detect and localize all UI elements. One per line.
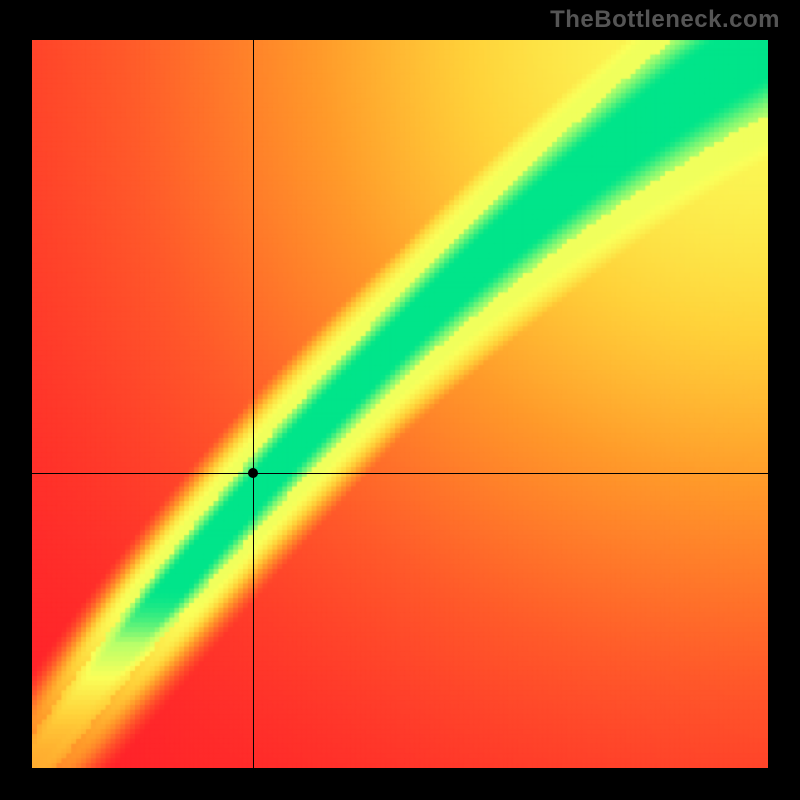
chart-frame: TheBottleneck.com [0,0,800,800]
crosshair-horizontal [32,473,768,474]
crosshair-vertical [253,40,254,768]
watermark-text: TheBottleneck.com [550,6,780,34]
heatmap-canvas [32,40,768,768]
plot-area [32,40,768,768]
crosshair-marker [248,468,258,478]
